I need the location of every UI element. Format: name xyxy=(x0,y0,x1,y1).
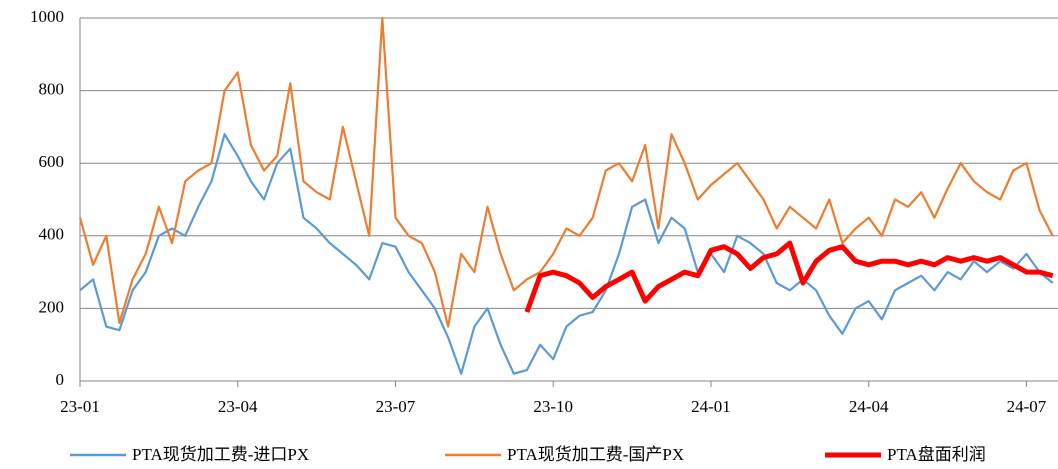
y-tick-label: 400 xyxy=(39,225,65,244)
x-tick-label: 23-10 xyxy=(533,397,573,416)
x-tick-label: 24-01 xyxy=(691,397,731,416)
x-tick-label: 24-07 xyxy=(1007,397,1047,416)
x-tick-label: 23-01 xyxy=(60,397,100,416)
x-tick-label: 23-04 xyxy=(218,397,258,416)
x-tick-label: 24-04 xyxy=(849,397,889,416)
series-line xyxy=(78,16,1054,328)
y-tick-label: 600 xyxy=(39,152,65,171)
y-tick-label: 1000 xyxy=(30,7,64,26)
y-tick-label: 800 xyxy=(39,80,65,99)
series-line xyxy=(524,240,1054,313)
y-tick-label: 200 xyxy=(39,297,65,316)
legend-label: PTA现货加工费-国产PX xyxy=(507,445,684,464)
legend-label: PTA盘面利润 xyxy=(887,445,986,464)
x-tick-label: 23-07 xyxy=(376,397,416,416)
legend-label: PTA现货加工费-进口PX xyxy=(132,445,309,464)
y-tick-label: 0 xyxy=(56,370,65,389)
series-line xyxy=(79,133,1054,375)
